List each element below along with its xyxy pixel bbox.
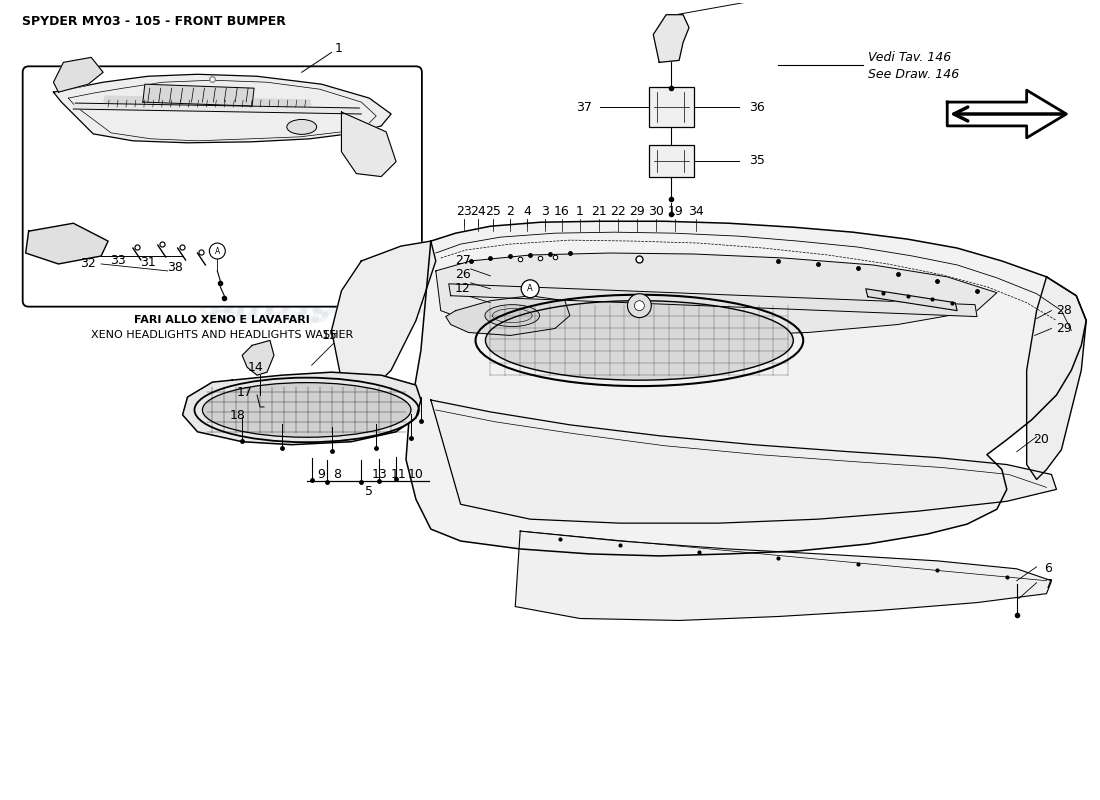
Text: 22: 22 [609,205,626,218]
Ellipse shape [485,301,793,380]
Text: 30: 30 [648,205,664,218]
Text: 35: 35 [749,154,764,167]
Text: See Draw. 146: See Draw. 146 [868,68,959,81]
Ellipse shape [485,305,540,326]
Text: eurospares: eurospares [626,361,871,399]
Circle shape [521,280,539,298]
Polygon shape [74,103,361,114]
Ellipse shape [202,382,411,438]
Text: 23: 23 [455,205,472,218]
Text: 8: 8 [333,468,341,481]
Polygon shape [54,74,392,142]
Polygon shape [1026,277,1087,479]
Text: eurospares: eurospares [197,289,426,322]
Text: 28: 28 [1056,304,1072,317]
Text: eurospares: eurospares [564,368,793,402]
Text: 14: 14 [248,361,263,374]
Polygon shape [449,284,977,317]
Polygon shape [866,289,957,310]
Text: 31: 31 [140,257,156,270]
Text: eurospares: eurospares [209,292,454,330]
Text: 9: 9 [318,468,326,481]
Text: 29: 29 [629,205,646,218]
Polygon shape [143,84,254,106]
Text: 20: 20 [1034,434,1049,446]
Polygon shape [25,223,108,264]
Text: 21: 21 [591,205,606,218]
Text: 10: 10 [408,468,424,481]
Text: 37: 37 [575,101,592,114]
Text: 11: 11 [390,468,406,481]
Text: 18: 18 [229,410,245,422]
Polygon shape [242,341,274,375]
Text: 26: 26 [454,268,471,282]
Ellipse shape [287,119,317,134]
Text: 7: 7 [1045,578,1053,591]
Text: 16: 16 [554,205,570,218]
Text: 4: 4 [524,205,531,218]
Circle shape [627,294,651,318]
FancyBboxPatch shape [23,66,422,306]
Polygon shape [331,241,436,400]
Polygon shape [341,112,396,177]
Circle shape [635,301,645,310]
Polygon shape [54,58,103,92]
Polygon shape [446,296,570,335]
Text: 25: 25 [485,205,502,218]
Polygon shape [183,372,421,445]
Bar [649,87,694,127]
Text: FARI ALLO XENO E LAVAFARI: FARI ALLO XENO E LAVAFARI [134,314,310,325]
Polygon shape [103,96,311,111]
Text: 6: 6 [1045,562,1053,575]
Polygon shape [431,400,1056,523]
Text: A: A [214,246,220,255]
Text: 12: 12 [454,282,471,295]
Text: 5: 5 [365,485,373,498]
Polygon shape [947,90,1066,138]
Text: XENO HEADLIGHTS AND HEADLIGHTS WASHER: XENO HEADLIGHTS AND HEADLIGHTS WASHER [91,330,353,341]
Polygon shape [436,253,997,335]
Text: A: A [527,284,534,294]
Text: 2: 2 [506,205,514,218]
Text: 17: 17 [236,386,252,398]
Text: 38: 38 [167,262,183,274]
Text: 19: 19 [668,205,683,218]
Text: 1: 1 [576,205,584,218]
Bar [649,145,694,177]
Text: 32: 32 [80,258,96,270]
Polygon shape [653,14,689,62]
Text: 1: 1 [334,42,342,55]
Text: 29: 29 [1056,322,1072,335]
Text: SPYDER MY03 - 105 - FRONT BUMPER: SPYDER MY03 - 105 - FRONT BUMPER [22,14,286,28]
Text: 13: 13 [372,468,387,481]
Text: Vedi Tav. 146: Vedi Tav. 146 [868,51,952,64]
Text: 27: 27 [454,254,471,267]
Text: 15: 15 [321,329,338,342]
Text: 34: 34 [689,205,704,218]
Text: 33: 33 [110,254,125,267]
Polygon shape [406,222,1087,556]
Circle shape [209,243,226,259]
Text: 3: 3 [541,205,549,218]
Text: 36: 36 [749,101,764,114]
Text: 24: 24 [470,205,485,218]
Polygon shape [515,531,1052,621]
